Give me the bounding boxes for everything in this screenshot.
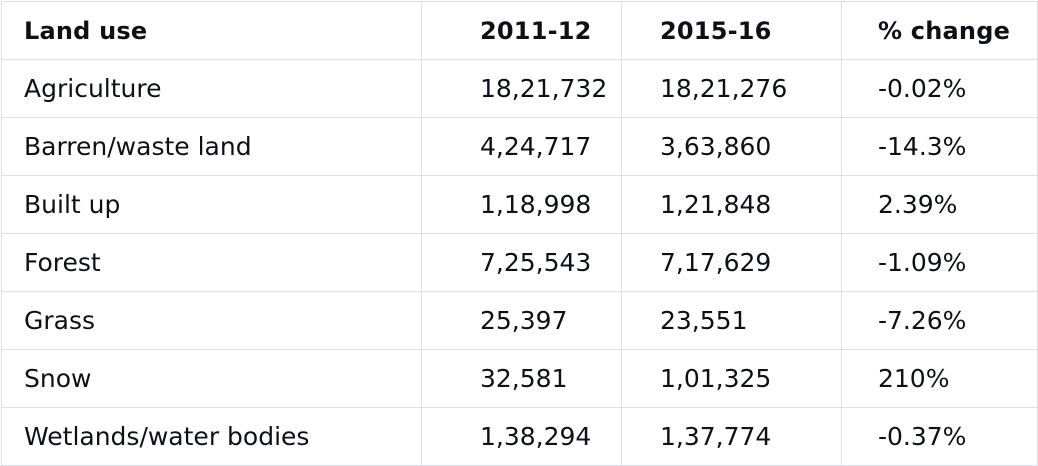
cell-percent-change: -0.02% [841, 59, 1038, 118]
cell-land-use: Barren/waste land [1, 117, 422, 176]
cell-2011-12: 25,397 [421, 291, 622, 350]
cell-land-use: Snow [1, 349, 422, 408]
cell-percent-change: 2.39% [841, 175, 1038, 234]
cell-land-use: Grass [1, 291, 422, 350]
cell-2011-12: 18,21,732 [421, 59, 622, 118]
cell-percent-change: -14.3% [841, 117, 1038, 176]
cell-2015-16: 3,63,860 [621, 117, 842, 176]
cell-2011-12: 7,25,543 [421, 233, 622, 292]
header-2011-12: 2011-12 [421, 1, 622, 60]
cell-2011-12: 32,581 [421, 349, 622, 408]
cell-land-use: Forest [1, 233, 422, 292]
table-row: Snow 32,581 1,01,325 210% [1, 349, 1038, 408]
cell-percent-change: -0.37% [841, 407, 1038, 466]
table-row: Grass 25,397 23,551 -7.26% [1, 291, 1038, 350]
cell-percent-change: -1.09% [841, 233, 1038, 292]
table-row: Forest 7,25,543 7,17,629 -1.09% [1, 233, 1038, 292]
cell-2015-16: 1,21,848 [621, 175, 842, 234]
table-row: Wetlands/water bodies 1,38,294 1,37,774 … [1, 407, 1038, 466]
header-percent-change: % change [841, 1, 1038, 60]
cell-2011-12: 1,38,294 [421, 407, 622, 466]
cell-2011-12: 4,24,717 [421, 117, 622, 176]
cell-2015-16: 23,551 [621, 291, 842, 350]
cell-2015-16: 7,17,629 [621, 233, 842, 292]
table-header-row: Land use 2011-12 2015-16 % change [1, 1, 1038, 60]
cell-2015-16: 1,37,774 [621, 407, 842, 466]
cell-land-use: Agriculture [1, 59, 422, 118]
table-row: Agriculture 18,21,732 18,21,276 -0.02% [1, 59, 1038, 118]
header-land-use: Land use [1, 1, 422, 60]
header-2015-16: 2015-16 [621, 1, 842, 60]
table-row: Barren/waste land 4,24,717 3,63,860 -14.… [1, 117, 1038, 176]
cell-land-use: Wetlands/water bodies [1, 407, 422, 466]
cell-percent-change: -7.26% [841, 291, 1038, 350]
cell-land-use: Built up [1, 175, 422, 234]
cell-2015-16: 1,01,325 [621, 349, 842, 408]
cell-2015-16: 18,21,276 [621, 59, 842, 118]
cell-2011-12: 1,18,998 [421, 175, 622, 234]
table-row: Built up 1,18,998 1,21,848 2.39% [1, 175, 1038, 234]
cell-percent-change: 210% [841, 349, 1038, 408]
